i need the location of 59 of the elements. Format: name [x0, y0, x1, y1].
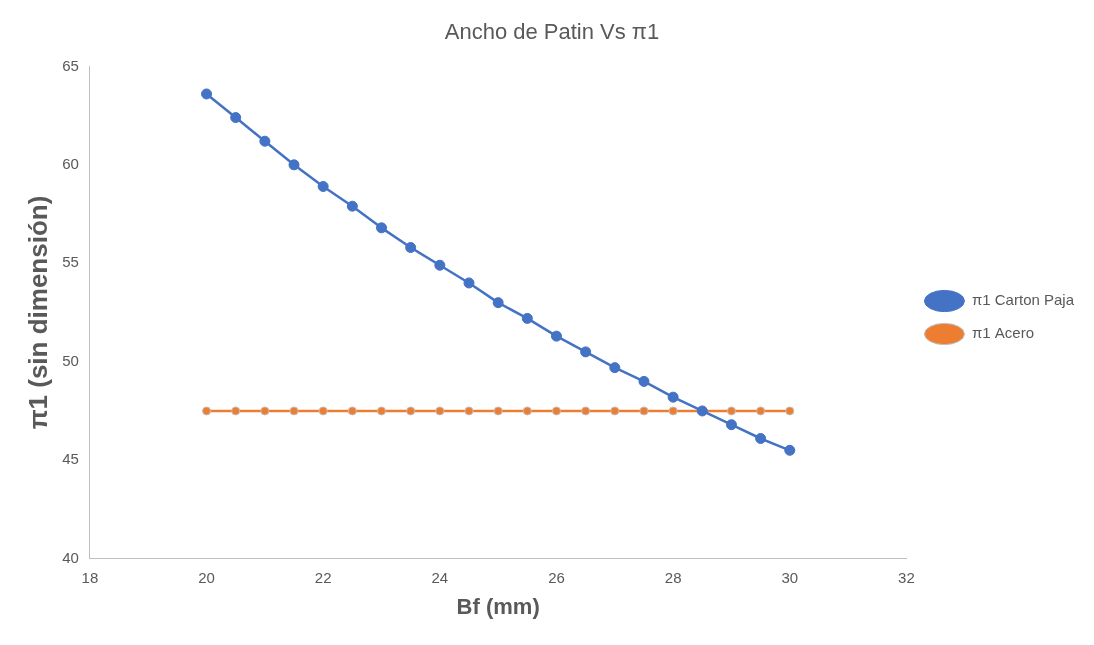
point: [463, 277, 475, 289]
x-tick-label: 20: [198, 568, 215, 586]
y-axis-title: π1 (sin dimensión): [22, 195, 53, 430]
x-tick-label: 32: [898, 568, 915, 586]
point: [260, 406, 270, 416]
point: [639, 406, 649, 416]
y-tick-label: 60: [62, 154, 79, 172]
point: [610, 406, 620, 416]
x-tick-label: 30: [781, 568, 799, 586]
point: [755, 433, 767, 444]
x-tick-label: 26: [548, 568, 565, 586]
point: [580, 346, 592, 358]
point: [230, 112, 242, 124]
legend-label: π1 Carton Paja: [971, 291, 1075, 309]
point: [289, 406, 299, 416]
point: [493, 406, 503, 416]
y-tick-label: 55: [62, 253, 79, 271]
x-tick-label: 22: [314, 568, 332, 586]
point: [609, 362, 621, 374]
y-tick-label: 65: [62, 56, 79, 74]
point: [492, 297, 504, 309]
point: [346, 200, 358, 212]
point: [726, 406, 736, 416]
x-tick-label: 24: [431, 568, 449, 586]
point: [668, 406, 678, 416]
point: [667, 391, 679, 403]
point: [464, 406, 474, 416]
point: [522, 406, 532, 416]
x-axis-title: Bf (mm): [456, 593, 540, 619]
point: [784, 444, 796, 456]
point: [581, 406, 591, 416]
y-tick-label: 40: [62, 548, 79, 566]
point: [347, 406, 357, 416]
point: [202, 406, 212, 416]
point: [638, 375, 650, 387]
point: [434, 259, 446, 271]
point: [318, 406, 328, 416]
point: [406, 406, 416, 416]
point: [551, 406, 561, 416]
y-tick-label: 45: [62, 450, 79, 468]
point: [725, 419, 737, 431]
legend-label: π1 Acero: [971, 324, 1034, 342]
point: [201, 88, 213, 100]
point: [288, 159, 300, 171]
point: [317, 181, 329, 192]
point: [521, 312, 533, 324]
point: [405, 242, 417, 254]
y-tick-label: 50: [62, 351, 79, 369]
chart-title: Ancho de Patin Vs π1: [444, 19, 660, 45]
point: [785, 406, 795, 416]
x-tick-label: 18: [81, 568, 99, 586]
point: [259, 135, 271, 147]
point: [756, 406, 766, 416]
x-tick-label: 28: [664, 568, 682, 586]
point: [435, 406, 445, 416]
point: [231, 406, 241, 416]
point: [376, 222, 388, 234]
point: [550, 330, 562, 342]
point: [377, 406, 387, 416]
